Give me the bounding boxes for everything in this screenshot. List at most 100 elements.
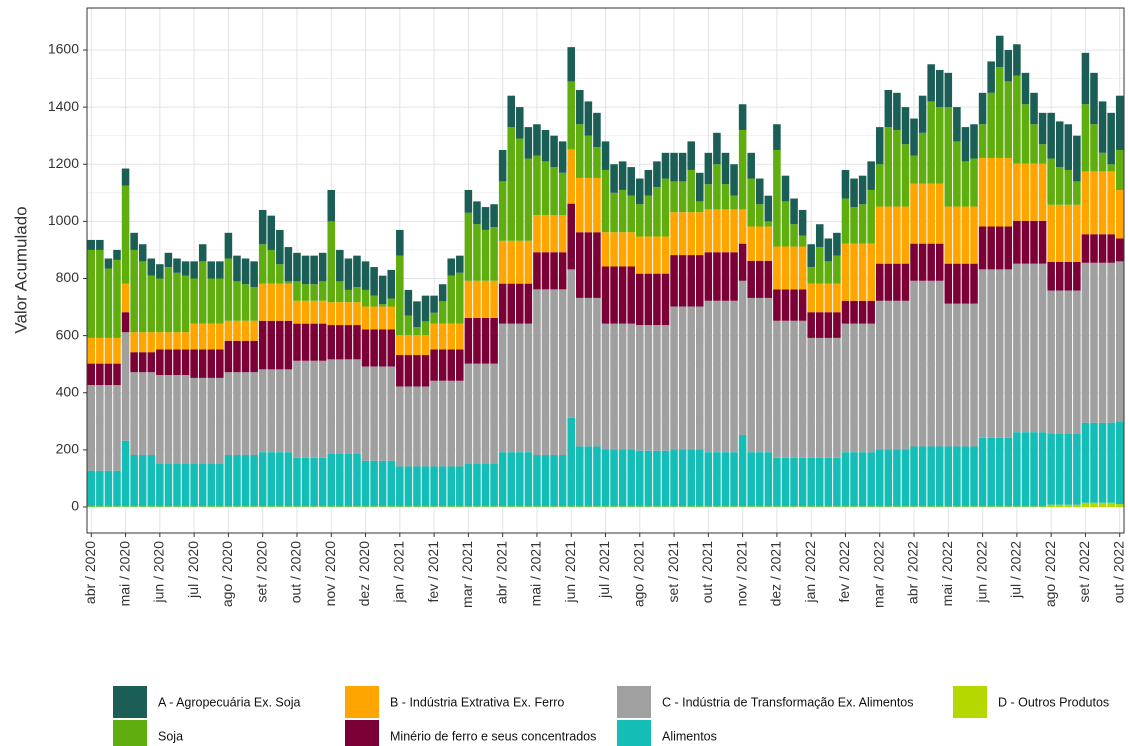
bar-segment xyxy=(815,312,824,338)
bar-segment xyxy=(207,349,216,378)
y-tick-label: 1400 xyxy=(48,98,79,114)
bar-segment xyxy=(696,201,704,213)
bar-segment xyxy=(721,252,730,301)
bar-segment xyxy=(593,112,601,148)
bar-segment xyxy=(696,306,704,450)
bar-segment xyxy=(130,232,138,250)
bar-segment xyxy=(438,323,447,350)
bar-segment xyxy=(678,306,687,450)
bar-segment xyxy=(1090,234,1098,263)
bar-segment xyxy=(738,104,747,130)
bar-segment xyxy=(284,283,293,321)
bar-segment xyxy=(601,323,610,450)
bar-segment xyxy=(190,349,198,378)
bar-segment xyxy=(610,449,618,507)
bar-segment xyxy=(858,243,867,301)
bar-segment xyxy=(755,178,764,205)
bar-segment xyxy=(533,215,541,253)
bar-segment xyxy=(1021,163,1030,221)
bar-segment xyxy=(858,175,867,205)
bar-segment xyxy=(336,281,344,303)
bar-segment xyxy=(258,209,267,245)
x-tick-label: jul / 2021 xyxy=(596,541,612,599)
bar-segment xyxy=(456,380,464,467)
bar-segment xyxy=(396,506,404,508)
bar-segment xyxy=(198,323,207,350)
bar-segment xyxy=(593,446,601,507)
bar-segment xyxy=(910,155,918,184)
bar-segment xyxy=(910,243,918,281)
bar-segment xyxy=(430,323,438,350)
bar-segment xyxy=(661,236,670,274)
bar-segment xyxy=(438,506,447,508)
bar-segment xyxy=(927,64,935,102)
bar-segment xyxy=(1115,149,1124,190)
bar-segment xyxy=(121,440,130,507)
bar-segment xyxy=(276,369,284,453)
bar-segment xyxy=(790,246,798,290)
bar-segment xyxy=(764,195,773,222)
bar-segment xyxy=(413,355,421,387)
bar-segment xyxy=(918,446,927,507)
bar-segment xyxy=(867,452,875,507)
bar-segment xyxy=(884,206,893,264)
bar-segment xyxy=(387,366,396,461)
bar-segment xyxy=(824,261,833,284)
x-tick-label: jul / 2022 xyxy=(1008,541,1024,599)
bar-segment xyxy=(618,189,627,233)
bar-segment xyxy=(935,243,944,281)
bar-segment xyxy=(1021,220,1030,264)
bar-segment xyxy=(884,127,893,207)
bar-segment xyxy=(884,89,893,128)
bar-segment xyxy=(713,209,721,253)
bar-segment xyxy=(87,239,96,250)
bar-segment xyxy=(310,300,318,324)
bar-segment xyxy=(1098,152,1107,172)
bar-segment xyxy=(1064,124,1073,170)
bar-segment xyxy=(696,506,704,508)
bar-segment xyxy=(378,366,387,461)
bar-segment xyxy=(344,506,353,508)
bar-segment xyxy=(927,243,935,281)
bar-segment xyxy=(207,278,216,324)
bar-segment xyxy=(558,172,567,216)
bar-segment xyxy=(267,452,276,507)
bar-segment xyxy=(747,260,755,298)
bar-segment xyxy=(627,167,635,196)
bar-segment xyxy=(456,349,464,381)
bar-segment xyxy=(807,337,815,458)
bar-segment xyxy=(336,453,344,507)
bar-segment xyxy=(224,340,233,373)
bar-segment xyxy=(456,506,464,508)
bar-segment xyxy=(233,506,241,508)
x-tick-label: abr / 2020 xyxy=(82,541,98,604)
bar-segment xyxy=(507,283,515,324)
bar-segment xyxy=(121,283,130,313)
bar-segment xyxy=(198,506,207,508)
bar-segment xyxy=(755,506,764,508)
bar-segment xyxy=(918,243,927,281)
bar-segment xyxy=(781,289,790,321)
bar-segment xyxy=(413,335,421,356)
bar-segment xyxy=(516,138,524,241)
bar-segment xyxy=(121,506,130,508)
bar-segment xyxy=(327,506,336,508)
bar-segment xyxy=(910,280,918,447)
bar-segment xyxy=(258,452,267,507)
bar-segment xyxy=(1047,261,1055,291)
bar-segment xyxy=(1021,506,1030,508)
bar-segment xyxy=(738,129,747,210)
bar-segment xyxy=(524,323,533,453)
bar-segment xyxy=(413,386,421,467)
bar-segment xyxy=(833,337,841,458)
bar-segment xyxy=(601,506,610,508)
bar-segment xyxy=(164,375,173,464)
bar-segment xyxy=(241,284,250,321)
bar-segment xyxy=(781,246,790,290)
bar-segment xyxy=(696,212,704,256)
bar-segment xyxy=(507,506,515,508)
bar-segment xyxy=(970,158,978,207)
bar-segment xyxy=(593,297,601,447)
bar-segment xyxy=(901,206,910,264)
bar-segment xyxy=(96,506,104,508)
